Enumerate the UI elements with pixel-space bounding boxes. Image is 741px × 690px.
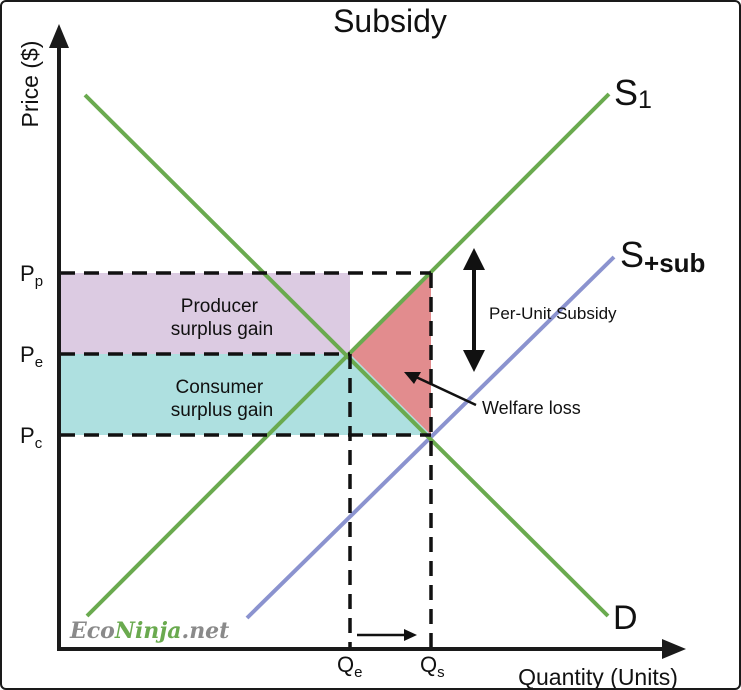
x-axis-label: Quantity (Units)	[518, 664, 678, 690]
econinja-watermark: EcoNinja.net	[69, 618, 229, 644]
pe-label: Pe	[20, 342, 43, 371]
y-axis-label: Price ($)	[17, 41, 43, 128]
demand-curve	[83, 93, 610, 618]
welfare-loss-pointer	[404, 372, 477, 407]
welfare-loss-area	[350, 273, 431, 435]
x-axis-arrowhead	[662, 639, 686, 659]
per-unit-subsidy-arrow	[463, 248, 485, 372]
producer-surplus-label: Producer surplus gain	[171, 296, 273, 340]
s-sub-label: S+sub	[620, 234, 705, 278]
quantity-shift-arrow	[357, 629, 417, 641]
axes	[49, 24, 686, 659]
pp-label: Pp	[20, 261, 43, 290]
qe-label: Qe	[337, 652, 362, 681]
consumer-surplus-label: Consumer surplus gain	[171, 377, 273, 421]
pc-label: Pc	[20, 423, 43, 452]
s1-label: S1	[614, 72, 652, 114]
demand-label: D	[613, 599, 638, 637]
qs-label: Qs	[420, 652, 445, 681]
welfare-loss-label: Welfare loss	[482, 398, 581, 418]
consumer-surplus-area	[60, 354, 350, 435]
reference-dashes	[60, 271, 433, 647]
per-unit-subsidy-label: Per-Unit Subsidy	[489, 304, 617, 323]
y-axis-arrowhead	[49, 24, 69, 48]
diagram-title: Subsidy	[333, 3, 447, 39]
